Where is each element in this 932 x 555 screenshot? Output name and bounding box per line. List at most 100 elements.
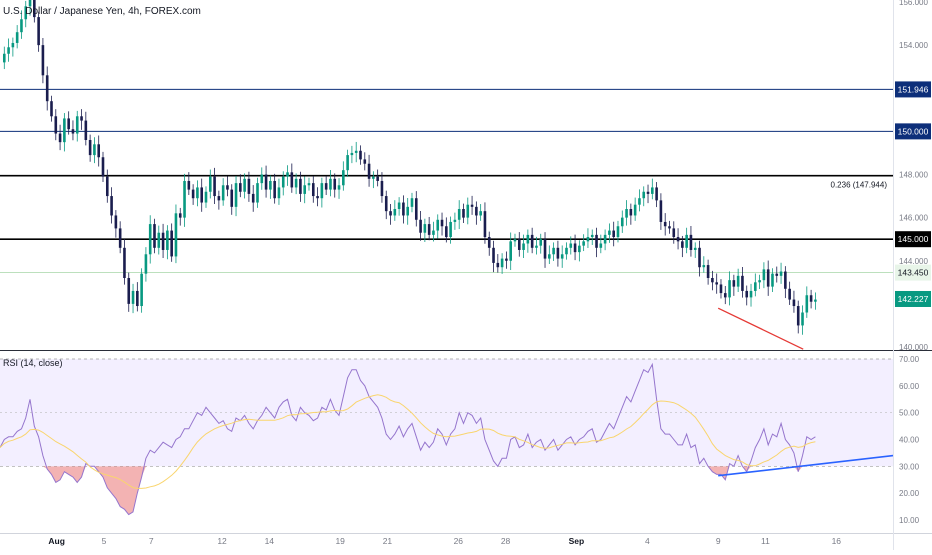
candle-body-164 bbox=[702, 265, 706, 268]
rsi-axis-label-5: 20.00 bbox=[899, 489, 920, 498]
candle-body-188 bbox=[805, 295, 809, 313]
candle-body-132 bbox=[565, 247, 568, 255]
candle-body-74 bbox=[316, 196, 319, 199]
rsi-pane[interactable]: 70.00 60.00 50.00 40.00 30.00 20.00 10.00 bbox=[0, 355, 920, 525]
level-badge-label-1: 150.000 bbox=[898, 126, 929, 136]
candle-body-5 bbox=[20, 19, 23, 33]
candle-body-157 bbox=[672, 228, 676, 238]
candle-body-158 bbox=[676, 237, 680, 242]
price-axis-label-6: 144.000 bbox=[899, 257, 928, 266]
candle-body-113 bbox=[483, 211, 487, 238]
candle-body-133 bbox=[569, 243, 573, 248]
candle-body-89 bbox=[380, 180, 384, 197]
level-badge-label-4: 143.450 bbox=[898, 268, 929, 278]
candle-body-184 bbox=[788, 288, 791, 300]
candle-body-85 bbox=[363, 159, 367, 164]
candle-body-149 bbox=[638, 198, 641, 205]
candle-body-55 bbox=[234, 183, 238, 207]
candle-body-186 bbox=[796, 306, 800, 326]
price-axis-label-4: 148.000 bbox=[899, 171, 928, 180]
candle-body-178 bbox=[762, 269, 766, 281]
rsi-axis-label-0: 70.00 bbox=[899, 355, 920, 364]
candle-body-22 bbox=[93, 144, 96, 156]
fib-label: 0.236 (147.944) bbox=[831, 181, 888, 190]
candle-body-72 bbox=[307, 183, 311, 186]
candle-body-141 bbox=[603, 234, 607, 244]
candle-body-137 bbox=[586, 237, 590, 242]
candle-body-123 bbox=[526, 234, 530, 244]
candle-body-31 bbox=[131, 290, 135, 304]
time-axis[interactable]: Aug 5 7 12 14 19 21 26 28 Sep 4 9 11 16 bbox=[48, 536, 841, 546]
price-axis-label-1: 154.000 bbox=[899, 41, 928, 50]
candle-body-79 bbox=[337, 185, 341, 190]
candle-body-167 bbox=[715, 282, 718, 285]
candle-body-161 bbox=[689, 234, 693, 250]
candle-body-182 bbox=[779, 271, 783, 276]
candle-body-60 bbox=[256, 183, 259, 203]
candle-body-9 bbox=[37, 17, 40, 46]
candle-body-13 bbox=[54, 116, 58, 134]
candle-body-10 bbox=[41, 45, 45, 76]
price-axis-label-0: 156.000 bbox=[899, 0, 928, 7]
candle-body-17 bbox=[71, 129, 75, 134]
candle-body-73 bbox=[311, 183, 315, 197]
candle-body-128 bbox=[548, 254, 551, 259]
candle-body-122 bbox=[522, 243, 525, 250]
candle-body-143 bbox=[612, 230, 615, 238]
candle-body-153 bbox=[655, 187, 658, 201]
support-trendline bbox=[717, 307, 804, 350]
candle-body-91 bbox=[389, 211, 392, 216]
time-tick-2: 7 bbox=[149, 536, 154, 546]
candle-body-12 bbox=[50, 101, 53, 117]
candle-body-102 bbox=[436, 219, 440, 231]
candle-body-171 bbox=[732, 280, 736, 287]
price-pane[interactable]: 156.000154.000152.000150.000148.000146.0… bbox=[0, 0, 931, 352]
candle-body-50 bbox=[213, 176, 216, 197]
candle-body-32 bbox=[136, 290, 139, 307]
candle-body-119 bbox=[509, 241, 512, 261]
candle-body-34 bbox=[144, 254, 148, 274]
candle-body-126 bbox=[539, 239, 543, 246]
candle-body-35 bbox=[148, 224, 152, 255]
candle-body-26 bbox=[110, 196, 113, 216]
time-tick-4: 14 bbox=[265, 536, 275, 546]
rsi-axis-label-1: 60.00 bbox=[899, 382, 920, 391]
rsi-ma-line bbox=[0, 394, 816, 489]
candle-body-98 bbox=[419, 219, 422, 233]
candle-body-4 bbox=[15, 32, 19, 43]
candle-body-25 bbox=[105, 176, 109, 197]
candle-body-30 bbox=[127, 278, 131, 304]
candle-body-118 bbox=[505, 258, 508, 261]
candle-body-175 bbox=[749, 290, 753, 298]
chart-title: U.S. Dollar / Japanese Yen, 4h, FOREX.co… bbox=[3, 6, 201, 17]
candle-body-115 bbox=[492, 247, 495, 263]
candle-body-54 bbox=[230, 189, 234, 207]
candle-body-107 bbox=[457, 209, 461, 220]
candle-body-36 bbox=[153, 224, 156, 248]
candle-body-172 bbox=[736, 275, 740, 287]
rsi-title: RSI (14, close) bbox=[3, 358, 63, 368]
candle-body-147 bbox=[629, 209, 633, 216]
candle-body-40 bbox=[170, 230, 173, 257]
candle-body-130 bbox=[556, 247, 560, 259]
candle-body-108 bbox=[462, 209, 465, 218]
candle-body-41 bbox=[174, 213, 178, 257]
candle-body-112 bbox=[479, 211, 482, 216]
candle-body-169 bbox=[723, 293, 727, 298]
candle-body-140 bbox=[599, 243, 603, 248]
level-badge-0 bbox=[895, 81, 931, 98]
rsi-axis-label-3: 40.00 bbox=[899, 436, 920, 445]
candle-body-24 bbox=[101, 157, 105, 177]
candle-body-155 bbox=[663, 221, 667, 227]
candle-body-11 bbox=[45, 75, 49, 102]
candle-body-173 bbox=[741, 275, 744, 291]
candle-body-120 bbox=[513, 239, 517, 242]
candle-body-138 bbox=[590, 234, 594, 238]
candle-body-82 bbox=[350, 152, 354, 156]
candle-body-7 bbox=[28, 0, 32, 7]
candle-body-19 bbox=[80, 116, 83, 121]
candle-body-109 bbox=[466, 204, 470, 218]
candle-body-15 bbox=[63, 118, 66, 143]
candle-body-163 bbox=[698, 247, 701, 268]
